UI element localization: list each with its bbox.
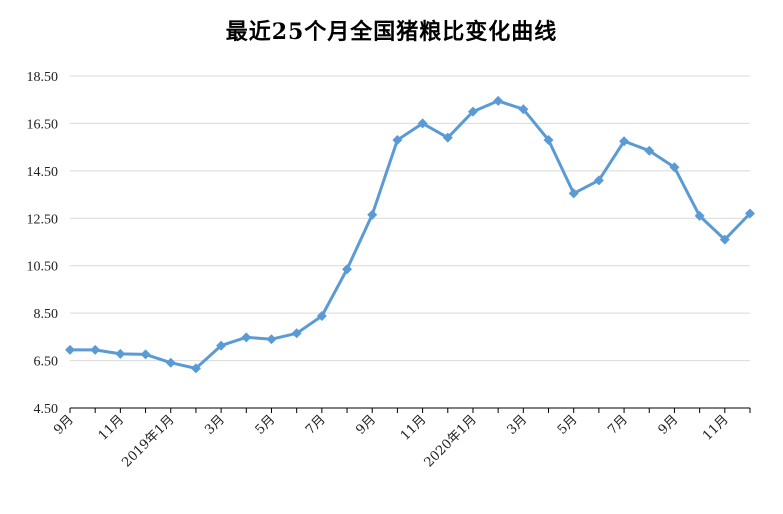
x-tick-label: 11月 xyxy=(398,412,429,443)
y-tick-label: 12.50 xyxy=(27,212,59,227)
axes xyxy=(69,407,751,413)
series-line xyxy=(68,99,752,370)
x-tick-label: 2019年1月 xyxy=(119,412,177,470)
data-point xyxy=(568,188,579,199)
y-tick-label: 18.50 xyxy=(27,70,59,85)
grid-lines xyxy=(70,75,750,362)
series-line xyxy=(68,99,752,370)
data-point xyxy=(669,162,680,173)
data-point xyxy=(694,210,705,221)
data-point xyxy=(241,332,252,343)
x-tick-label: 11月 xyxy=(96,412,127,443)
y-tick-label: 4.50 xyxy=(34,402,59,417)
data-point xyxy=(467,106,478,117)
data-point xyxy=(442,132,453,143)
y-tick-label: 6.50 xyxy=(34,355,59,370)
data-point xyxy=(266,334,277,345)
y-tick-labels: 4.50 6.50 8.50 10.50 12.50 14.50 16.50 18.50 xyxy=(27,70,59,417)
x-tick-label: 5月 xyxy=(253,412,279,438)
data-point xyxy=(493,95,504,106)
chart-title: 最近25个月全国猪粮比变化曲线 xyxy=(225,19,558,45)
data-point xyxy=(518,104,529,115)
data-point xyxy=(190,363,201,374)
x-tick-label: 9月 xyxy=(353,412,379,438)
x-tick-label: 7月 xyxy=(605,412,631,438)
x-tick-label: 7月 xyxy=(303,412,329,438)
data-point xyxy=(719,234,730,245)
x-tick-label: 5月 xyxy=(555,412,581,438)
x-tick-label: 11月 xyxy=(700,412,731,443)
data-point xyxy=(745,208,755,219)
data-point xyxy=(392,135,403,146)
y-tick-label: 14.50 xyxy=(27,165,59,180)
data-point xyxy=(90,344,101,355)
data-point xyxy=(342,264,353,275)
x-tick-label: 3月 xyxy=(202,412,228,438)
y-tick-label: 16.50 xyxy=(27,117,59,132)
data-point xyxy=(543,135,554,146)
data-points xyxy=(65,95,755,374)
y-tick-label: 8.50 xyxy=(34,307,59,322)
data-point xyxy=(216,340,227,351)
x-tick-label: 9月 xyxy=(656,412,682,438)
data-point xyxy=(619,136,630,147)
data-point xyxy=(165,357,176,368)
data-point xyxy=(644,145,655,156)
x-tick-label: 3月 xyxy=(505,412,531,438)
x-tick-label: 2020年1月 xyxy=(422,412,480,470)
data-point xyxy=(140,349,151,360)
data-point xyxy=(367,209,378,220)
data-point xyxy=(316,310,327,321)
data-point xyxy=(115,348,126,359)
y-tick-label: 10.50 xyxy=(27,260,59,275)
data-point xyxy=(291,328,302,339)
data-point xyxy=(65,344,75,355)
data-point xyxy=(417,118,428,129)
data-point xyxy=(593,175,604,186)
